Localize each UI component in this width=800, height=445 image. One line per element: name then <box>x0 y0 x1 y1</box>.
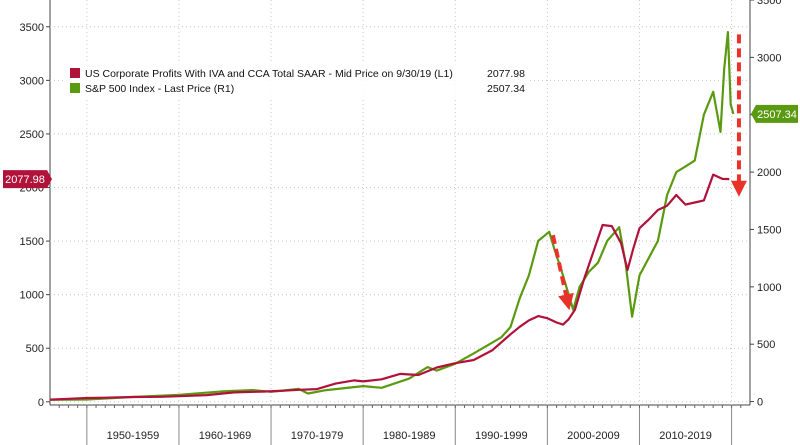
profits-last-tag-pointer <box>47 170 52 189</box>
right-tick-label: 1500 <box>757 224 781 236</box>
x-tick-label: 1960-1969 <box>199 430 252 442</box>
x-tick-label: 1980-1989 <box>383 430 436 442</box>
grid-lines <box>49 0 751 406</box>
last-value-tags: 2077.98 2507.34 <box>3 104 798 189</box>
legend-entry-value: 2507.34 <box>487 83 525 95</box>
profits-last-tag <box>3 170 47 189</box>
legend-swatch <box>70 68 80 78</box>
sp500-last-tag-pointer <box>751 104 756 123</box>
sp500-last-tag-label: 2507.34 <box>757 109 797 121</box>
annotation-arrows <box>550 34 747 311</box>
right-tick-label: 3000 <box>757 52 781 64</box>
right-tick-label: 3500 <box>757 0 781 7</box>
x-tick-label: 1990-1999 <box>475 430 528 442</box>
left-tick-label: 2500 <box>20 129 44 141</box>
dotcom-arrow-shaft <box>550 234 571 307</box>
legend-swatch <box>70 83 80 93</box>
left-tick-label: 0 <box>38 397 44 409</box>
left-tick-label: 3500 <box>20 22 44 34</box>
legend-entry-value: 2077.98 <box>487 68 525 80</box>
left-tick-label: 500 <box>26 343 44 355</box>
profits-last-tag-label: 2077.98 <box>5 174 45 186</box>
legend: US Corporate Profits With IVA and CCA To… <box>65 62 530 98</box>
left-tick-label: 1000 <box>20 290 44 302</box>
legend-box <box>65 62 530 98</box>
right-tick-label: 500 <box>757 339 775 351</box>
left-tick-label: 1500 <box>20 236 44 248</box>
recent-arrow-head <box>730 180 747 197</box>
sp500-last-tag <box>756 104 798 123</box>
x-tick-label: 1950-1959 <box>107 430 160 442</box>
dotcom-arrow-head <box>558 292 574 311</box>
legend-entry-label: S&P 500 Index - Last Price (R1) <box>85 83 234 95</box>
left-tick-label: 3000 <box>20 75 44 87</box>
legend-entry-label: US Corporate Profits With IVA and CCA To… <box>85 68 453 80</box>
right-tick-label: 2000 <box>757 167 781 179</box>
right-tick-label: 0 <box>757 397 763 409</box>
x-tick-label: 2000-2009 <box>567 430 620 442</box>
corporate-profits-line <box>49 173 730 401</box>
x-tick-label: 1970-1979 <box>291 430 344 442</box>
x-axis: 1950-1959 1960-1969 1970-1979 1980-1989 1990… <box>58 405 742 445</box>
right-tick-label: 1000 <box>757 282 781 294</box>
x-tick-label: 2010-2019 <box>659 430 712 442</box>
